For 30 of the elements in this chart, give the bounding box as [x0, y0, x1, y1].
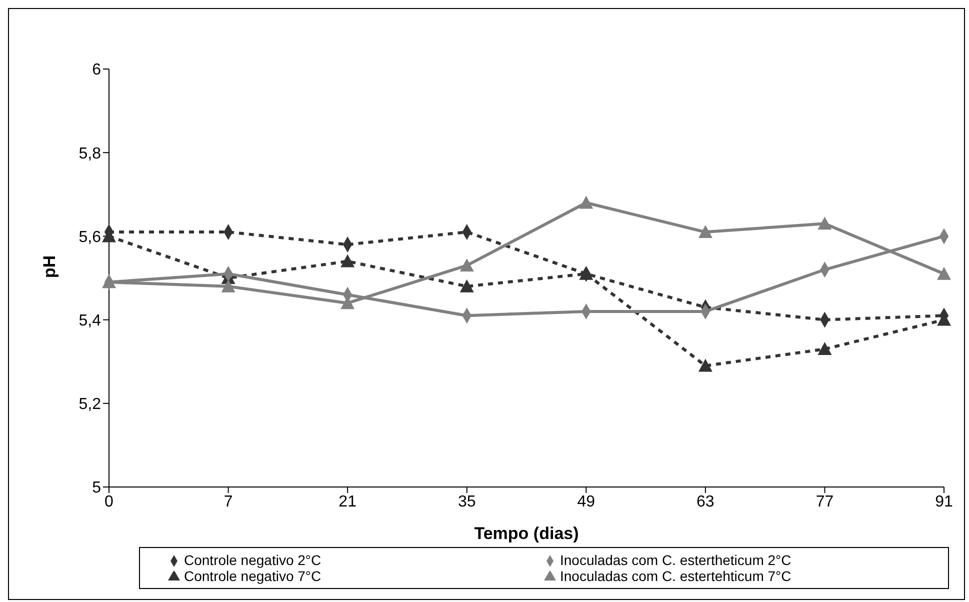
- x-tick-label: 0: [104, 493, 114, 510]
- point: [698, 225, 712, 238]
- point: [340, 254, 355, 268]
- y-tick-label: 5,4: [78, 312, 102, 330]
- y-tick-label: 5,6: [78, 228, 102, 246]
- point: [221, 279, 236, 292]
- point: [698, 358, 712, 372]
- x-tick-label: 63: [696, 493, 714, 510]
- y-tick-label: 5: [92, 480, 102, 497]
- legend-label: Controle negativo 7°C: [184, 568, 322, 584]
- point: [818, 342, 832, 356]
- legend-label: Inoculadas com C. estertheticum 2°C: [560, 552, 792, 568]
- y-tick-label: 5,2: [78, 396, 102, 414]
- y-axis-title: pH: [40, 255, 60, 278]
- legend-label: Inoculadas com C. estertehticum 7°C: [560, 568, 792, 584]
- point: [937, 266, 951, 280]
- x-tick-label: 49: [577, 493, 596, 510]
- point: [460, 258, 474, 272]
- y-tick-label: 5,8: [78, 145, 102, 162]
- x-tick-label: 35: [458, 493, 476, 510]
- y-tick-label: 6: [92, 62, 102, 79]
- x-tick-label: 91: [935, 493, 953, 510]
- x-tick-label: 7: [224, 493, 233, 510]
- x-axis-title: Tempo (dias): [474, 524, 579, 543]
- x-tick-label: 77: [816, 493, 834, 510]
- point: [579, 196, 594, 209]
- point: [460, 279, 474, 292]
- point: [818, 216, 832, 230]
- x-tick-label: 21: [338, 493, 357, 510]
- legend-label: Controle negativo 2°C: [184, 552, 322, 568]
